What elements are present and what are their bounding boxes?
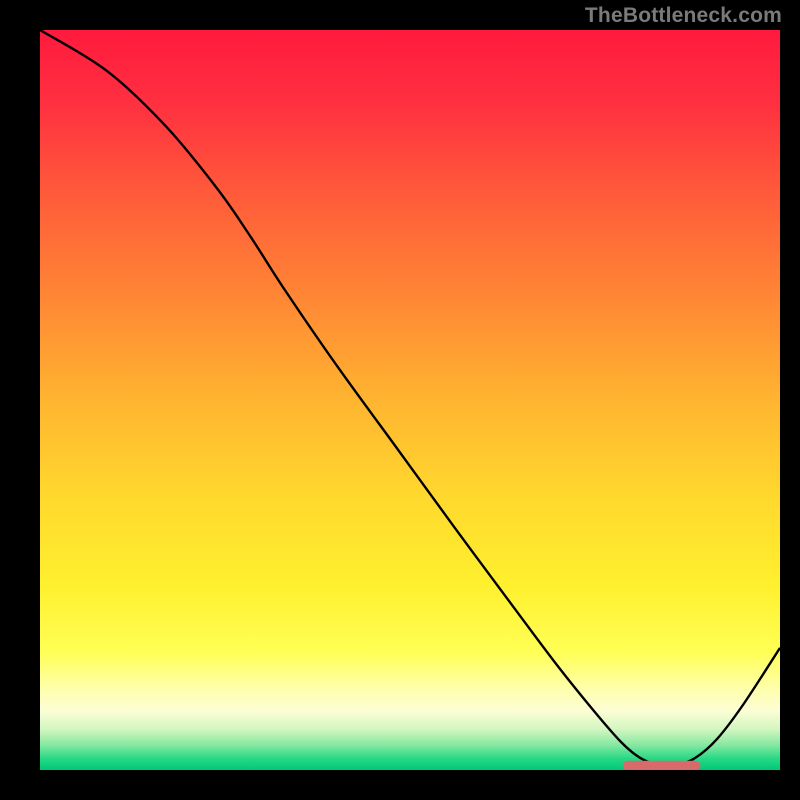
plot-area xyxy=(40,30,780,770)
plot-svg xyxy=(40,30,780,770)
gradient-background xyxy=(40,30,780,770)
optimal-range-marker xyxy=(623,761,701,770)
chart-stage: TheBottleneck.com xyxy=(0,0,800,800)
watermark-text: TheBottleneck.com xyxy=(585,4,782,28)
